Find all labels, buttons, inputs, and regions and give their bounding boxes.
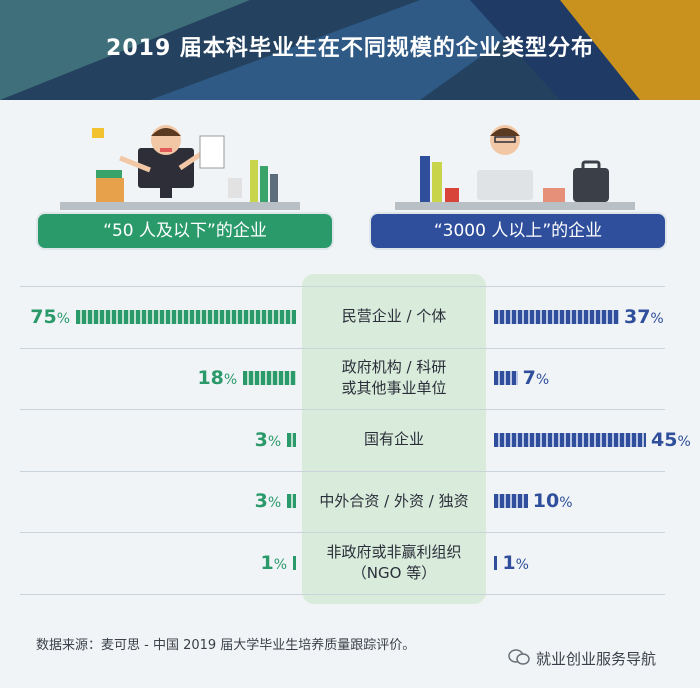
category-label: 中外合资 / 外资 / 独资 [302,491,486,512]
value-unit: % [223,372,238,389]
category-label-line: 中外合资 / 外资 / 独资 [319,491,469,510]
value-unit: % [56,310,70,327]
value-unit: % [267,495,282,512]
bar-small-company [293,555,296,570]
row-separator [20,409,665,410]
bar-large-company [494,494,528,509]
value-unit: % [677,433,691,450]
value-label-large-company: 7% [523,367,550,391]
category-label-line: 民营企业 / 个体 [341,307,447,326]
value-label-small-company: 18% [197,367,237,391]
row-separator [20,286,665,287]
category-column-background [302,274,486,604]
large-company-illustration [395,125,635,210]
value-number: 1 [260,551,274,574]
value-label-small-company: 3% [255,490,282,514]
value-label-small-company: 1% [260,552,287,576]
bar-small-company [243,371,296,386]
category-label-line: 或其他事业单位 [341,379,447,398]
value-unit: % [559,495,573,512]
category-label-line: 政府机构 / 科研 [341,358,447,377]
value-number: 10 [532,490,560,513]
group-label-small-company: “50 人及以下”的企业 [36,212,334,250]
bar-large-company [494,432,646,447]
bar-large-company [494,371,518,386]
value-label-large-company: 45% [651,429,691,453]
chart-title: 2019 届本科毕业生在不同规模的企业类型分布 [106,36,594,61]
watermark-text: 就业创业服务导航 [536,650,657,668]
group-label-large-company: “3000 人以上”的企业 [369,212,667,250]
category-label: 非政府或非赢利组织 （NGO 等） [302,542,486,584]
row-separator [20,532,665,533]
category-label-line: （NGO 等） [351,563,437,582]
bar-large-company [494,309,619,324]
header-banner [0,0,700,100]
value-number: 75 [30,305,57,328]
category-label: 政府机构 / 科研 或其他事业单位 [302,357,486,399]
bar-small-company [287,432,296,447]
value-unit: % [650,310,664,327]
value-label-large-company: 37% [624,306,664,330]
row-separator [20,347,665,349]
category-label: 国有企业 [302,429,486,450]
value-number: 18 [197,367,224,390]
value-unit: % [515,556,529,573]
value-number: 45 [651,428,678,451]
value-number: 3 [254,428,268,451]
value-number: 37 [623,305,651,328]
bar-small-company [287,494,296,509]
category-label: 民营企业 / 个体 [302,306,486,327]
bar-small-company [76,309,296,324]
row-separator [20,470,665,472]
value-number: 7 [522,367,536,390]
value-unit: % [535,372,550,389]
category-label-line: 国有企业 [363,430,424,449]
bar-large-company [494,555,498,570]
source-note: 数据来源：麦可思 - 中国 2019 届大学毕业生培养质量跟踪评价。 [36,638,416,653]
value-unit: % [273,556,287,573]
value-number: 1 [502,551,516,574]
value-label-small-company: 75% [30,306,70,330]
value-label-small-company: 3% [255,429,282,453]
value-label-large-company: 1% [502,552,529,576]
value-label-large-company: 10% [533,490,573,514]
small-company-illustration [60,125,300,210]
value-number: 3 [254,490,268,513]
row-separator [20,593,665,595]
value-unit: % [267,433,282,450]
wechat-icon [508,649,530,665]
category-label-line: 非政府或非赢利组织 [326,542,462,561]
